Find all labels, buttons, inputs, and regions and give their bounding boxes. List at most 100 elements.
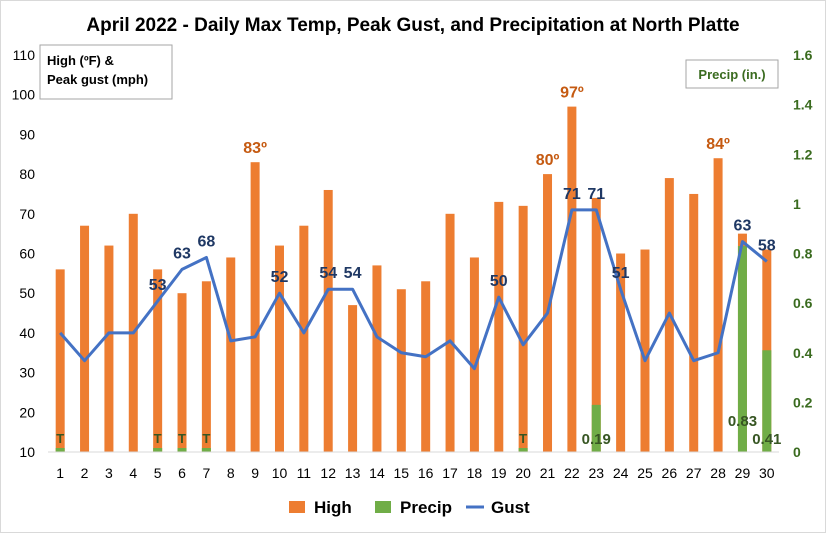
high-bar [640,249,650,452]
high-bar [250,162,260,452]
high-bar [348,305,358,452]
gust-data-label: 68 [197,233,215,250]
right-tick-label: 0 [793,444,801,460]
x-tick-label: 20 [515,465,531,481]
left-tick-label: 110 [13,47,36,63]
high-bar [616,253,626,452]
precip-bar [762,350,772,452]
high-bar [372,265,382,452]
x-tick-label: 12 [320,465,336,481]
gust-data-label: 53 [149,277,167,294]
precip-bar [737,246,747,452]
temp-data-label: 97º [560,85,584,102]
right-axis-label-box [685,59,779,89]
high-bar [226,257,236,452]
x-tick-label: 4 [129,465,137,481]
x-tick-label: 14 [369,465,385,481]
gust-data-label: 51 [612,265,630,282]
left-tick-label: 90 [19,126,35,142]
right-tick-label: 0.4 [793,345,813,361]
trace-label: T [56,431,64,446]
left-tick-label: 50 [19,285,35,301]
temp-data-label: 80º [536,152,560,169]
high-bar [567,106,577,453]
x-tick-label: 5 [154,465,162,481]
precip-bar [591,404,601,452]
left-tick-label: 40 [19,325,35,341]
high-bar [274,245,284,452]
right-tick-label: 1.6 [793,47,813,63]
left-axis-label: Peak gust (mph) [47,72,148,87]
left-tick-label: 70 [19,206,35,222]
x-tick-label: 27 [686,465,702,481]
gust-data-label: 58 [758,237,776,254]
temp-data-label: 83º [243,140,267,157]
high-bar [713,158,723,452]
x-tick-label: 24 [613,465,629,481]
high-bar [591,197,601,452]
x-tick-label: 7 [202,465,210,481]
gust-line [59,208,768,371]
chart-title: April 2022 - Daily Max Temp, Peak Gust, … [86,15,739,36]
high-bar [104,245,114,452]
x-tick-label: 26 [662,465,678,481]
right-tick-label: 1.2 [793,146,813,162]
x-tick-label: 6 [178,465,186,481]
gust-data-label: 71 [563,186,581,203]
trace-label: T [202,431,210,446]
x-tick-label: 10 [272,465,288,481]
high-bar [494,201,504,452]
x-tick-label: 17 [442,465,458,481]
right-tick-label: 0.2 [793,394,813,410]
precip-data-label: 0.41 [752,431,781,448]
high-bar [80,225,90,452]
right-axis-label: Precip (in.) [698,67,765,82]
high-bar [396,289,406,452]
trace-bar [518,448,528,452]
legend-precip-label: Precip [400,498,452,517]
x-tick-label: 30 [759,465,775,481]
high-bar [201,281,211,452]
x-tick-label: 16 [418,465,434,481]
x-tick-label: 8 [227,465,235,481]
high-bar [153,269,163,452]
trace-label: T [178,431,186,446]
left-tick-label: 60 [19,246,35,262]
gust-line-layer [59,208,768,371]
high-bar [689,193,699,452]
precip-data-label: 0.83 [728,413,757,430]
left-axis-label: High (ºF) & [47,53,114,68]
x-tick-label: 25 [637,465,653,481]
x-tick-label: 1 [56,465,64,481]
gust-data-label: 52 [271,269,289,286]
high-bar [445,213,455,452]
right-tick-label: 1.4 [793,97,813,113]
x-tick-label: 21 [540,465,556,481]
high-bar [469,257,479,452]
left-axis-label-box [39,44,173,100]
right-tick-label: 0.6 [793,295,813,311]
x-tick-label: 11 [297,465,312,481]
x-tick-label: 3 [105,465,113,481]
x-tick-label: 19 [491,465,507,481]
x-tick-label: 13 [345,465,361,481]
high-bar [518,205,528,452]
x-tick-label: 23 [588,465,604,481]
left-tick-label: 30 [19,365,35,381]
trace-bar [201,448,211,452]
gust-data-label: 54 [344,265,362,282]
x-tick-label: 28 [710,465,726,481]
gust-data-label: 71 [587,186,605,203]
x-tick-label: 2 [81,465,89,481]
x-tick-label: 18 [467,465,483,481]
gust-data-label: 63 [734,218,752,235]
legend-gust-label: Gust [491,498,530,517]
legend: High Precip Gust [289,498,530,517]
legend-high-swatch [289,501,305,513]
axes-layer: 10203040506070809010011000.20.40.60.811.… [12,44,813,481]
right-tick-label: 1 [793,196,801,212]
high-bar [55,269,65,452]
labels-layer: 53 63 68 52 54 54 50 71 71 51 63 58 83º 80º 97º 84º 0.19… [56,85,781,448]
